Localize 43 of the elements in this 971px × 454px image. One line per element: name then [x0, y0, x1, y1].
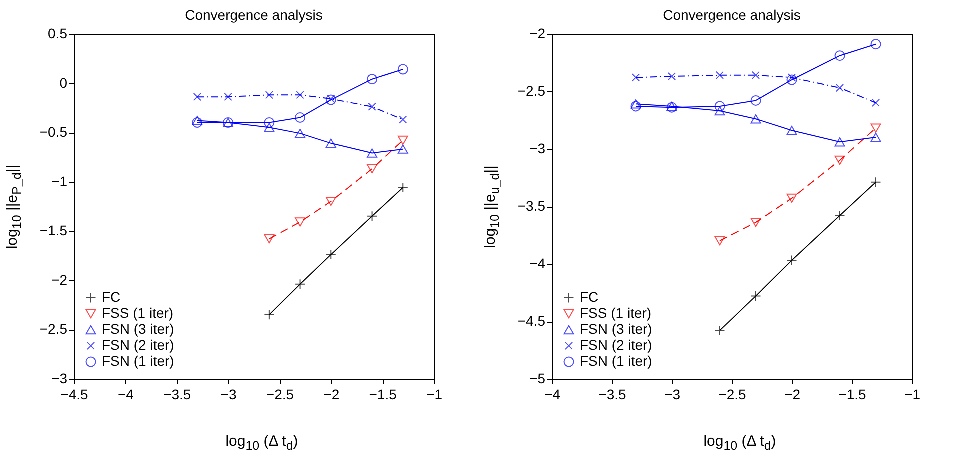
legend-label: FSS (1 iter) [102, 305, 174, 321]
legend-label: FSS (1 iter) [580, 305, 652, 321]
x-tick-label: −1.5 [369, 386, 398, 402]
y-tick-label: −3.5 [518, 198, 546, 214]
y-tick-label: 0 [60, 74, 68, 91]
y-tick-label: −2.5 [40, 321, 68, 338]
legend-label: FSN (1 iter) [102, 353, 174, 369]
y-tick-label: −2 [52, 272, 68, 288]
chart-title: Convergence analysis [663, 7, 801, 23]
legend-label: FC [580, 289, 599, 305]
y-tick-label: −1 [52, 173, 68, 190]
y-tick-label: −4 [530, 256, 546, 272]
legend-label: FSN (3 iter) [580, 321, 652, 337]
x-tick-label: −4 [544, 386, 561, 402]
y-tick-label: −3 [52, 370, 68, 386]
x-axis-title: log$_{10}$ (Δ t$_{d}$) [226, 433, 298, 453]
x-tick-label: −1.5 [838, 386, 867, 402]
x-tick-label: −3.5 [598, 386, 627, 402]
x-tick-label: −3 [664, 386, 681, 402]
x-tick-label: −1 [426, 386, 443, 402]
y-tick-label: −3 [530, 140, 546, 156]
y-tick-label: −0.5 [40, 124, 68, 140]
x-tick-label: −3 [220, 386, 237, 402]
y-tick-label: −2.5 [518, 83, 546, 99]
x-tick-label: −2 [784, 386, 801, 402]
x-tick-label: −1 [904, 386, 921, 402]
y-tick-label: −1.5 [40, 222, 68, 239]
x-tick-label: −4 [118, 386, 134, 402]
x-tick-label: −2.5 [718, 386, 747, 402]
legend-label: FSN (2 iter) [102, 337, 174, 353]
y-tick-label: 0.5 [48, 26, 68, 42]
x-tick-label: −3.5 [164, 386, 192, 402]
y-tick-label: −4.5 [518, 313, 546, 329]
legend-label: FSN (1 iter) [580, 353, 652, 369]
x-axis-title: log$_{10}$ (Δ t$_{d}$) [704, 433, 776, 453]
legend-label: FSN (3 iter) [102, 321, 174, 337]
x-tick-label: −2.5 [266, 386, 294, 402]
legend-label: FSN (2 iter) [580, 337, 652, 353]
legend-label: FC [102, 289, 121, 305]
x-tick-label: −2 [324, 386, 340, 402]
y-tick-label: −2 [530, 26, 546, 42]
y-tick-label: −5 [530, 370, 546, 386]
chart-title: Convergence analysis [185, 7, 323, 23]
